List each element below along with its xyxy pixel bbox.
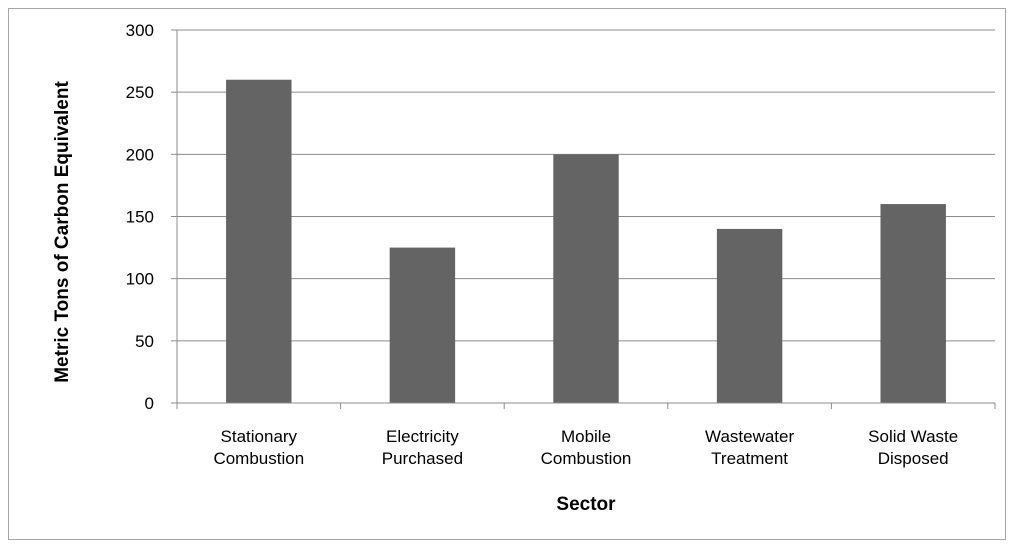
y-tick-label: 0 xyxy=(145,394,154,413)
x-tick-label: Electricity Purchased xyxy=(382,427,463,468)
bar xyxy=(880,204,946,403)
x-tick-label: Mobile Combustion xyxy=(541,427,632,468)
x-tick-labels: Stationary Combustion Electricity Purchased… xyxy=(213,427,958,468)
y-tick-label: 150 xyxy=(126,208,154,227)
bar xyxy=(716,228,783,403)
y-axis-title: Metric Tons of Carbon Equivalent xyxy=(52,81,73,383)
bar xyxy=(553,154,619,403)
gridlines xyxy=(177,29,995,342)
axes xyxy=(171,29,996,409)
bar xyxy=(226,79,292,403)
x-tick-label: Stationary Combustion xyxy=(213,427,304,468)
x-axis-title: Sector xyxy=(556,494,616,515)
y-tick-label: 50 xyxy=(135,332,154,351)
y-tick-labels: 0 50 100 150 200 250 300 xyxy=(126,21,154,413)
y-tick-label: 100 xyxy=(126,270,154,289)
y-tick-label: 250 xyxy=(126,83,154,102)
bar xyxy=(389,247,456,403)
chart-frame xyxy=(8,8,1006,540)
bars xyxy=(226,79,946,403)
x-tick-label: Solid Waste Disposed xyxy=(868,427,958,468)
y-tick-label: 200 xyxy=(126,145,154,164)
y-tick-label: 300 xyxy=(126,21,154,40)
x-tick-label: Wastewater Treatment xyxy=(705,427,794,468)
